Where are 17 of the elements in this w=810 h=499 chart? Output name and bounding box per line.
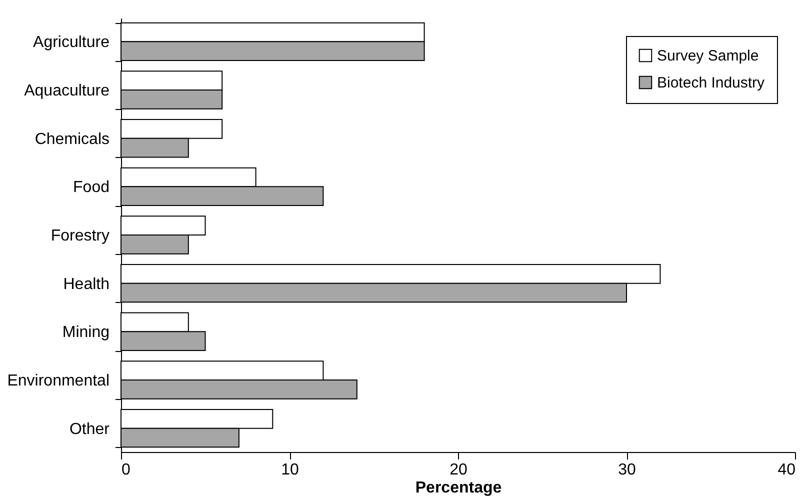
legend-label: Biotech Industry — [657, 74, 766, 92]
x-tick-label: 20 — [450, 462, 468, 478]
y-tick-label: Aquaculture — [24, 82, 110, 100]
y-tick-label: Chemicals — [34, 130, 110, 148]
y-tick-label: Health — [63, 276, 110, 293]
y-tick-label: Food — [73, 179, 110, 196]
x-axis-title: Percentage — [415, 480, 502, 496]
x-tick-label: 30 — [618, 462, 636, 478]
y-tick-label: Other — [69, 420, 110, 438]
x-tick-label: 0 — [122, 462, 130, 478]
y-tick-label: Environmental — [7, 372, 110, 390]
x-tick-label: 40 — [778, 462, 796, 478]
x-tick-label: 10 — [281, 462, 299, 478]
y-tick-label: Agriculture — [33, 34, 110, 52]
legend-label: Survey Sample — [657, 48, 759, 64]
y-tick-label: Mining — [62, 324, 110, 342]
y-tick-label: Forestry — [50, 228, 110, 244]
